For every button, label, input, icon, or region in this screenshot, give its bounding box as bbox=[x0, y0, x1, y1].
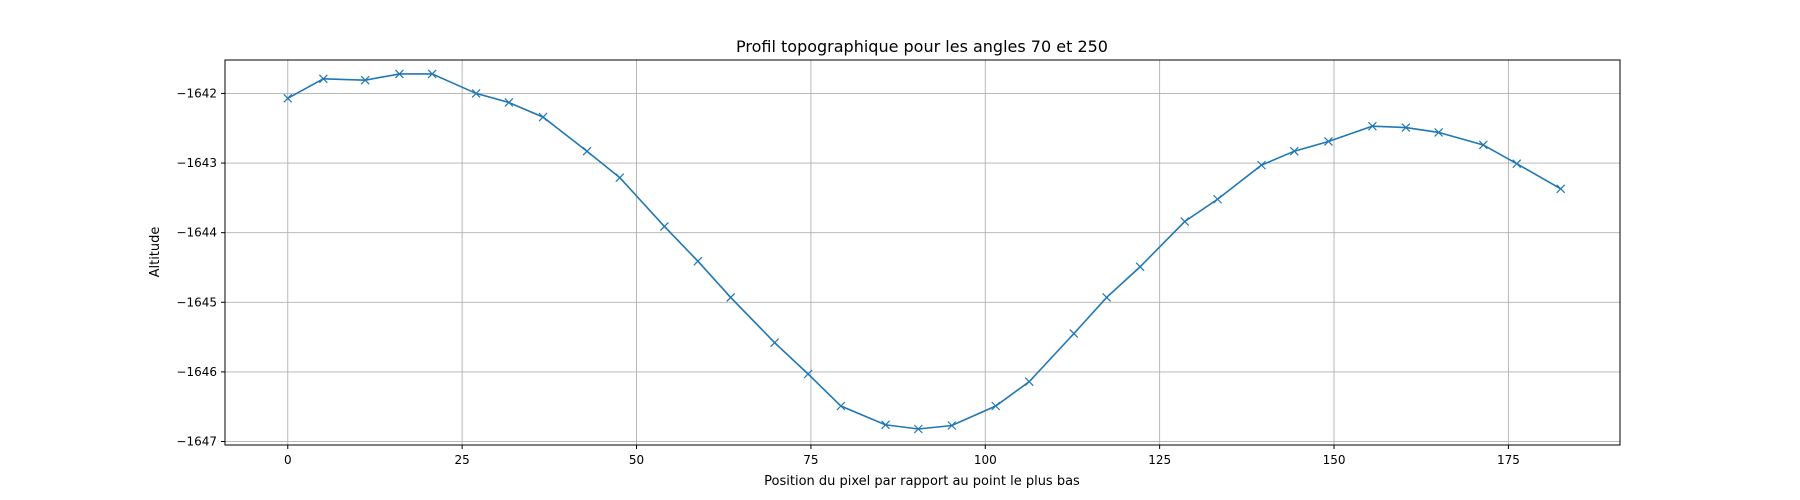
x-tick-label: 125 bbox=[1148, 453, 1171, 467]
data-point-marker bbox=[318, 74, 328, 84]
x-tick-label: 50 bbox=[629, 453, 644, 467]
data-point-marker bbox=[1478, 140, 1488, 150]
data-point-marker bbox=[836, 401, 846, 411]
marker-stroke bbox=[836, 401, 846, 411]
data-point-marker bbox=[726, 292, 736, 302]
data-point-marker bbox=[1434, 127, 1444, 137]
x-tick-label: 100 bbox=[974, 453, 997, 467]
data-point-marker bbox=[1289, 146, 1299, 156]
marker-stroke bbox=[693, 256, 703, 266]
x-tick-label: 25 bbox=[455, 453, 470, 467]
data-point-marker bbox=[1102, 292, 1112, 302]
data-point-marker bbox=[770, 338, 780, 348]
series-layer bbox=[283, 69, 1566, 434]
marker-stroke bbox=[1401, 123, 1411, 132]
data-point-marker bbox=[1512, 159, 1522, 169]
marker-stroke bbox=[770, 338, 780, 348]
data-point-marker bbox=[615, 173, 625, 183]
marker-stroke bbox=[660, 221, 669, 231]
data-point-marker bbox=[693, 256, 703, 266]
data-point-marker bbox=[947, 421, 957, 430]
x-axis: 0 25 50 75 100 125 150 175 bbox=[284, 445, 1520, 467]
marker-stroke bbox=[726, 292, 736, 302]
marker-stroke bbox=[803, 369, 813, 379]
data-point-marker bbox=[1367, 121, 1377, 131]
marker-stroke bbox=[538, 112, 548, 122]
y-tick-label: −1644 bbox=[176, 226, 217, 240]
x-tick-label: 0 bbox=[284, 453, 292, 467]
marker-stroke bbox=[318, 74, 328, 84]
grid-lines bbox=[225, 60, 1620, 445]
marker-stroke bbox=[947, 421, 957, 430]
data-point-marker bbox=[913, 424, 923, 434]
data-point-marker bbox=[1257, 160, 1266, 170]
data-point-marker bbox=[991, 401, 1001, 411]
marker-stroke bbox=[1180, 217, 1190, 226]
marker-stroke bbox=[1367, 121, 1377, 131]
data-point-marker bbox=[427, 69, 437, 79]
marker-stroke bbox=[1324, 137, 1333, 146]
data-point-marker bbox=[1556, 184, 1566, 194]
marker-stroke bbox=[1069, 329, 1079, 339]
marker-stroke bbox=[1257, 160, 1266, 170]
data-point-marker bbox=[1024, 377, 1034, 387]
x-tick-label: 175 bbox=[1497, 453, 1520, 467]
data-point-marker bbox=[283, 93, 293, 103]
data-point-marker bbox=[1401, 123, 1411, 132]
y-axis: −1642 −1643 −1644 −1645 −1646 −1647 bbox=[176, 86, 225, 449]
marker-stroke bbox=[360, 75, 370, 85]
marker-stroke bbox=[913, 424, 923, 434]
marker-stroke bbox=[1434, 127, 1444, 137]
data-point-marker bbox=[360, 75, 370, 85]
data-point-marker bbox=[504, 98, 514, 107]
data-point-marker bbox=[471, 88, 481, 98]
data-point-marker bbox=[803, 369, 813, 379]
marker-stroke bbox=[1289, 146, 1299, 156]
data-point-marker bbox=[1135, 262, 1145, 272]
marker-stroke bbox=[1512, 159, 1522, 169]
y-axis-label: Altitude bbox=[148, 227, 163, 278]
chart-title: Profil topographique pour les angles 70 … bbox=[736, 37, 1108, 56]
marker-stroke bbox=[881, 420, 890, 430]
data-point-marker bbox=[582, 146, 592, 156]
y-tick-label: −1647 bbox=[176, 435, 217, 449]
marker-stroke bbox=[427, 69, 437, 79]
data-point-marker bbox=[394, 69, 404, 79]
marker-stroke bbox=[394, 69, 404, 79]
marker-stroke bbox=[1024, 377, 1034, 387]
marker-stroke bbox=[615, 173, 625, 183]
marker-stroke bbox=[504, 98, 514, 107]
marker-stroke bbox=[471, 88, 481, 98]
data-point-marker bbox=[1324, 137, 1333, 146]
data-point-marker bbox=[1213, 194, 1222, 204]
marker-stroke bbox=[1478, 140, 1488, 150]
x-axis-label: Position du pixel par rapport au point l… bbox=[764, 474, 1080, 489]
marker-stroke bbox=[1556, 184, 1566, 194]
data-point-marker bbox=[538, 112, 548, 122]
x-tick-label: 150 bbox=[1323, 453, 1346, 467]
marker-stroke bbox=[1213, 194, 1222, 204]
plot-frame bbox=[224, 59, 1621, 446]
data-point-marker bbox=[1069, 329, 1079, 339]
data-point-marker bbox=[881, 420, 890, 430]
marker-stroke bbox=[991, 401, 1001, 411]
data-point-marker bbox=[660, 221, 669, 231]
marker-stroke bbox=[283, 93, 293, 103]
x-tick-label: 75 bbox=[803, 453, 818, 467]
marker-stroke bbox=[1102, 292, 1112, 302]
y-tick-label: −1646 bbox=[176, 365, 217, 379]
marker-stroke bbox=[582, 146, 592, 156]
y-tick-label: −1645 bbox=[176, 295, 217, 309]
y-tick-label: −1642 bbox=[176, 86, 217, 100]
y-tick-label: −1643 bbox=[176, 156, 217, 170]
data-point-marker bbox=[1180, 217, 1190, 226]
marker-stroke bbox=[1135, 262, 1145, 272]
